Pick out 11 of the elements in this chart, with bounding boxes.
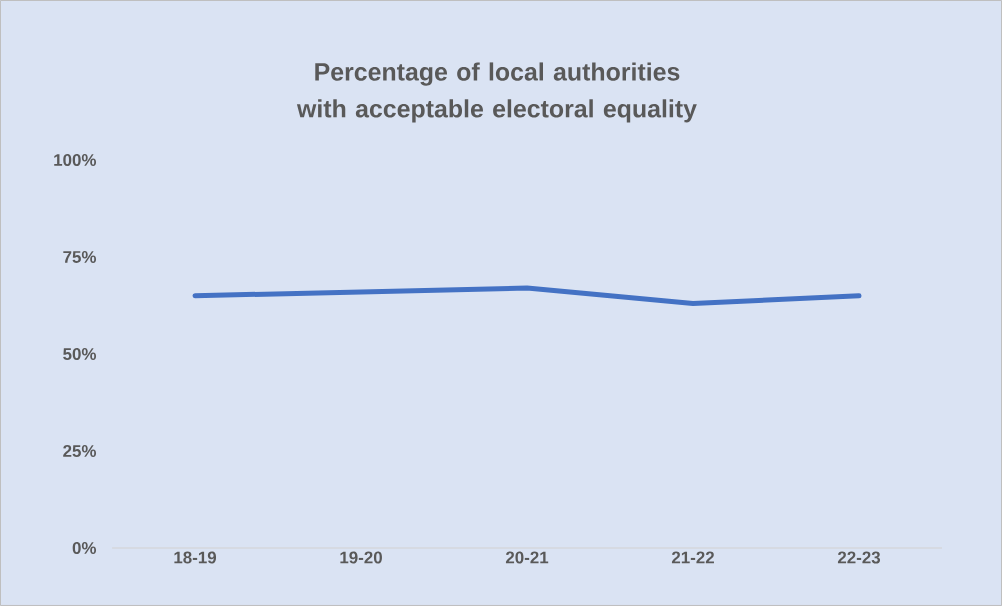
y-tick-label: 25% <box>63 444 97 457</box>
x-tick-label: 18-19 <box>174 551 217 564</box>
x-tick-label: 22-23 <box>837 551 881 564</box>
x-tick-label: 21-22 <box>671 551 714 564</box>
y-tick-label: 0% <box>72 541 97 554</box>
y-tick-label: 50% <box>63 347 97 360</box>
y-tick-label: 100% <box>54 153 97 166</box>
x-tick-label: 19-20 <box>340 551 382 564</box>
chart-title: Percentage of local authorities with acceptable electoral equality <box>296 62 697 123</box>
y-tick-label: 75% <box>63 251 97 263</box>
x-tick-label: 20-21 <box>505 551 549 564</box>
